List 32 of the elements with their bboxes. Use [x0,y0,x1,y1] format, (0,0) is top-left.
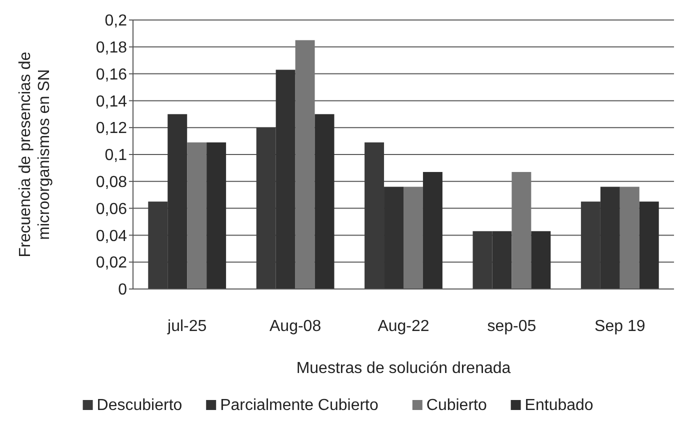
y-tick-label: 0,06 [96,200,128,218]
y-tick-label: 0 [118,282,128,299]
legend-label: Entubado [524,397,594,414]
y-tick-label: 0,12 [96,120,128,138]
y-tick-label: 0,18 [96,40,128,56]
y-tick-label: 0,14 [96,93,128,110]
bar [404,186,423,289]
y-tick-label: 0,16 [96,66,128,84]
legend-label: Parcialmente Cubierto [220,397,378,414]
bar [206,142,226,289]
x-axis-title: Muestras de solución drenada [296,360,511,377]
bar [422,172,442,289]
bar [187,142,207,289]
x-tick-label: sep-05 [487,318,536,335]
legend-label: Cubierto [426,397,487,414]
legend-label: Descubierto [96,397,182,414]
bar [639,202,659,289]
y-tick-label: 0,1 [104,147,128,164]
x-tick-label: Aug-22 [378,318,430,335]
y-tick-label: 0,04 [96,228,128,245]
y-axis-title: Frecuencia de presencias de microorganismos en SN [17,52,53,258]
bar [512,172,532,289]
x-tick-label: jul-25 [166,318,207,335]
y-tick-label: 0,08 [96,174,128,191]
y-tick-label: 0,2 [104,12,128,30]
bar [295,40,315,289]
bar [620,186,640,289]
y-tick-label: 0,02 [96,254,128,272]
bar [531,231,551,289]
bar [314,114,334,289]
x-tick-label: Aug-08 [270,318,322,335]
x-tick-label: Sep 19 [594,318,646,335]
